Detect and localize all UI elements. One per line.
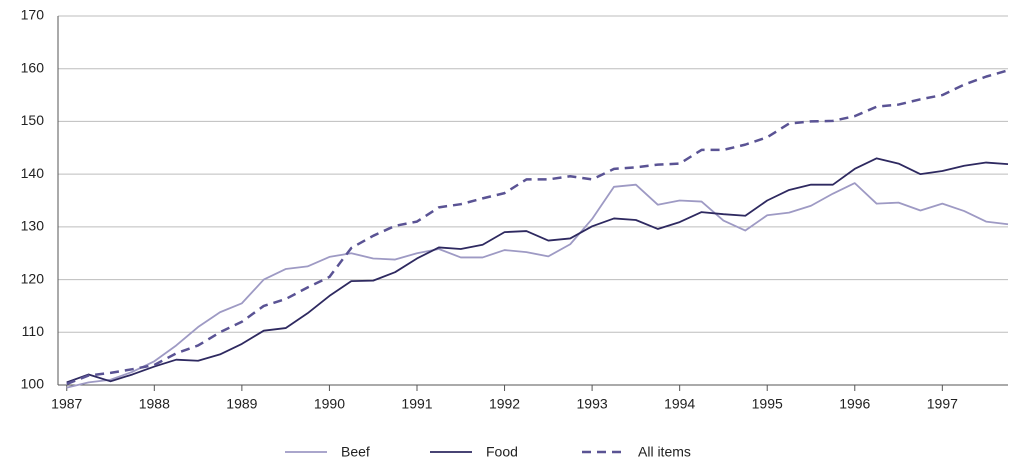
y-tick-label: 100 — [21, 376, 45, 392]
y-tick-label: 170 — [21, 7, 45, 23]
x-tick-label: 1993 — [577, 396, 608, 412]
legend-label: All items — [638, 444, 691, 460]
x-tick-label: 1990 — [314, 396, 345, 412]
series-line — [66, 182, 1009, 389]
y-tick-label: 160 — [21, 59, 45, 75]
y-tick-label: 150 — [21, 112, 45, 128]
x-tick-label: 1994 — [664, 396, 695, 412]
y-tick-label: 140 — [21, 165, 45, 181]
x-tick-label: 1988 — [139, 396, 170, 412]
x-tick-label: 1995 — [752, 396, 783, 412]
x-tick-label: 1991 — [401, 396, 432, 412]
x-tick-label: 1989 — [226, 396, 257, 412]
y-tick-label: 130 — [21, 218, 45, 234]
y-tick-label: 110 — [22, 323, 45, 339]
y-tick-label: 120 — [21, 270, 45, 286]
x-tick-label: 1992 — [489, 396, 520, 412]
legend-label: Beef — [341, 444, 370, 460]
legend-label: Food — [486, 444, 518, 460]
x-tick-label: 1987 — [51, 396, 82, 412]
series-line — [66, 157, 1009, 384]
x-tick-label: 1996 — [839, 396, 870, 412]
series-line — [66, 69, 1009, 386]
x-tick-label: 1997 — [927, 396, 958, 412]
